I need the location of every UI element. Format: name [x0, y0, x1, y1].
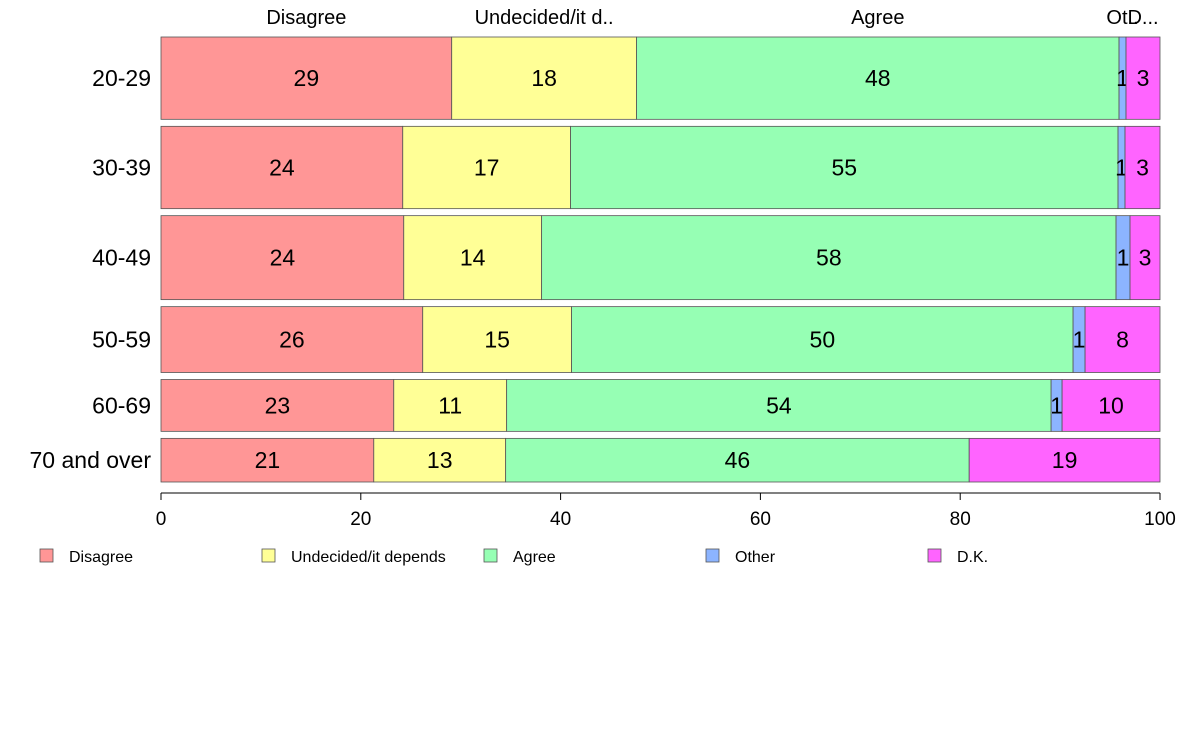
bar-value-label: 50: [810, 327, 836, 353]
bar-segment-agree-2: [541, 215, 1117, 301]
row-label-5: 70 and over: [30, 447, 152, 473]
legend-item-1: Undecided/it depends: [261, 548, 446, 566]
x-tick-label: 0: [156, 509, 167, 530]
bar-segment-d-k--2: [1129, 215, 1161, 301]
legend-item-0: Disagree: [39, 548, 133, 566]
row-labels-group: 20-29 30-39 40-49 50-59 60-69 70 and over: [30, 65, 152, 473]
legend-swatch: [927, 548, 942, 563]
row-label-1: 30-39: [92, 154, 151, 180]
bar-segment-d-k--0: [1125, 36, 1161, 120]
bar-value-label: 10: [1098, 392, 1124, 418]
bar-value-label: 1: [1050, 392, 1063, 418]
bar-segment-agree-1: [570, 125, 1119, 210]
x-tick-label: 80: [950, 509, 971, 530]
bar-segment-undecided-it-depends-3: [422, 306, 572, 373]
bar-value-label: 13: [427, 447, 453, 473]
bar-value-label: 1: [1117, 245, 1130, 271]
bar-value-label: 24: [269, 154, 295, 180]
bar-value-label: 3: [1139, 245, 1152, 271]
bar-value-label: 48: [865, 65, 891, 91]
bar-value-label: 19: [1052, 447, 1078, 473]
row-label-2: 40-49: [92, 245, 151, 271]
legend-label: Other: [735, 549, 776, 566]
bar-value-label: 55: [832, 154, 858, 180]
bar-segment-disagree-4: [160, 379, 395, 432]
legend-swatch: [261, 548, 276, 563]
bar-value-label: 54: [766, 392, 792, 418]
bar-value-label: 18: [531, 65, 557, 91]
legend-item-4: D.K.: [927, 548, 988, 566]
x-tick-label: 60: [750, 509, 771, 530]
legend-label: Agree: [513, 549, 556, 566]
bar-value-label: 3: [1136, 154, 1149, 180]
bar-segment-undecided-it-depends-5: [373, 437, 507, 483]
top-category-label-0: Disagree: [266, 7, 346, 29]
bar-value-label: 26: [279, 327, 305, 353]
row-label-4: 60-69: [92, 392, 151, 418]
bar-segment-agree-0: [636, 36, 1120, 120]
bar-segment-undecided-it-depends-4: [393, 379, 508, 432]
top-category-label-2: Agree: [851, 7, 904, 29]
bar-value-label: 1: [1073, 327, 1086, 353]
bar-segment-agree-3: [571, 306, 1074, 373]
legend-label: Disagree: [69, 549, 133, 566]
bar-value-label: 46: [725, 447, 751, 473]
bar-value-label: 24: [270, 245, 296, 271]
legend-swatch: [705, 548, 720, 563]
legend-label: D.K.: [957, 549, 988, 566]
top-labels-group: Disagree Undecided/it d.. Agree Ot..D...: [266, 7, 1158, 29]
x-axis: 0 20 40 60 80 100: [156, 492, 1176, 530]
bar-segment-undecided-it-depends-1: [402, 125, 571, 210]
bar-value-label: 14: [460, 245, 486, 271]
bar-segment-disagree-0: [160, 36, 453, 120]
x-tick-label: 20: [350, 509, 371, 530]
row-label-3: 50-59: [92, 327, 151, 353]
bar-value-label: 17: [474, 154, 500, 180]
bar-value-label: 11: [438, 392, 462, 418]
bar-segment-d-k--4: [1061, 379, 1161, 432]
bar-segment-undecided-it-depends-2: [403, 215, 543, 301]
bar-value-label: 29: [294, 65, 320, 91]
legend: Disagree Undecided/it depends Agree Other D.…: [39, 548, 988, 566]
bar-value-label: 21: [255, 447, 281, 473]
legend-item-2: Agree: [483, 548, 556, 566]
bar-segment-d-k--1: [1124, 125, 1161, 210]
top-category-label-1: Undecided/it d..: [475, 7, 614, 29]
legend-label: Undecided/it depends: [291, 549, 446, 566]
x-tick-label: 40: [550, 509, 571, 530]
top-category-label-3: Ot..: [1106, 7, 1138, 29]
bar-value-label: 58: [816, 245, 842, 271]
bars-group: 29 18 48 1 324 17 55 1 324 14 58 1 326 15 50 1 823 11 54 1 1…: [160, 36, 1161, 483]
top-category-label-4: D...: [1127, 7, 1158, 29]
legend-item-3: Other: [705, 548, 776, 566]
bar-value-label: 8: [1116, 327, 1129, 353]
bar-segment-d-k--5: [968, 437, 1161, 483]
bar-segment-disagree-3: [160, 306, 424, 373]
legend-swatch: [39, 548, 54, 563]
legend-swatch: [483, 548, 498, 563]
bar-segment-agree-4: [506, 379, 1052, 432]
bar-value-label: 15: [484, 327, 510, 353]
bar-value-label: 3: [1137, 65, 1150, 91]
row-label-0: 20-29: [92, 65, 151, 91]
bar-segment-undecided-it-depends-0: [451, 36, 637, 120]
x-tick-label: 100: [1144, 509, 1176, 530]
bar-value-label: 23: [265, 392, 291, 418]
bar-segment-d-k--3: [1084, 306, 1161, 373]
bar-segment-disagree-1: [160, 125, 404, 210]
